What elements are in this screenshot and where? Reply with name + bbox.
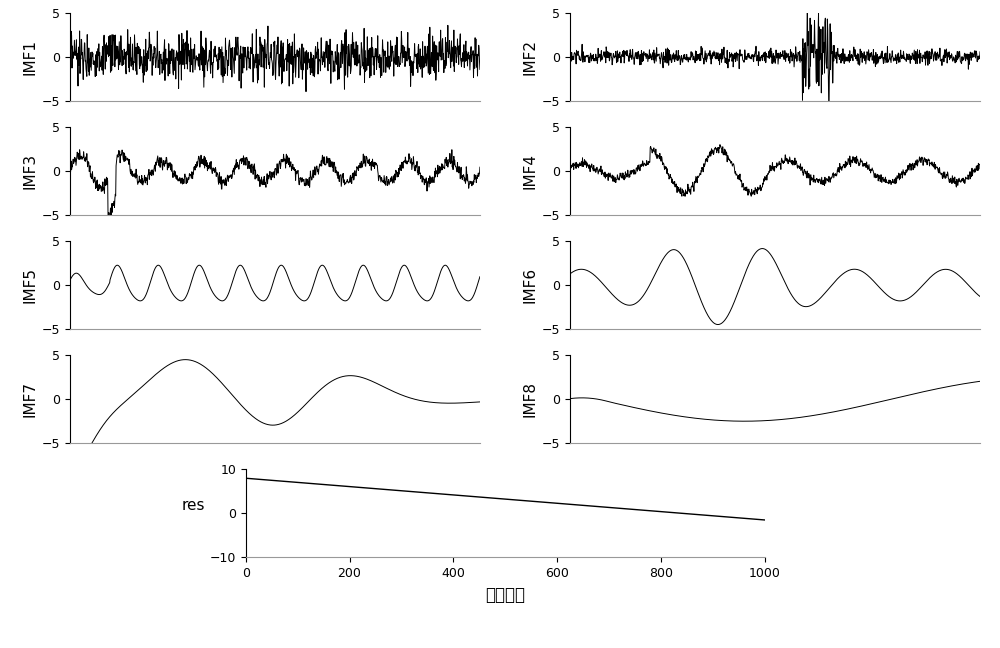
- X-axis label: 采样点数: 采样点数: [485, 586, 525, 603]
- Y-axis label: IMF4: IMF4: [523, 153, 538, 189]
- Y-axis label: IMF8: IMF8: [523, 381, 538, 417]
- Y-axis label: res: res: [182, 498, 205, 513]
- Y-axis label: IMF7: IMF7: [23, 381, 38, 417]
- Y-axis label: IMF3: IMF3: [23, 153, 38, 189]
- Y-axis label: IMF6: IMF6: [523, 267, 538, 303]
- Y-axis label: IMF2: IMF2: [523, 39, 538, 75]
- Y-axis label: IMF1: IMF1: [23, 39, 38, 75]
- Y-axis label: IMF5: IMF5: [23, 267, 38, 303]
